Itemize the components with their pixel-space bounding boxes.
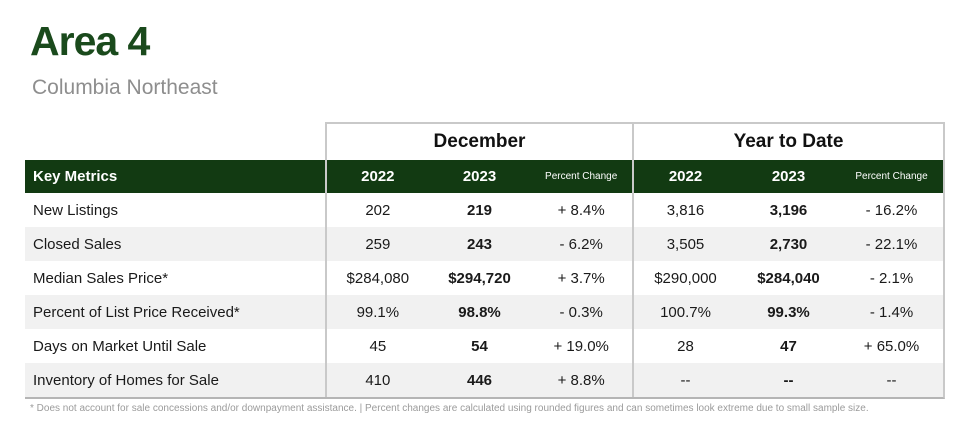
page-title: Area 4 [30, 18, 150, 64]
metric-label: Days on Market Until Sale [33, 337, 207, 355]
december-values: 99.1% 98.8% - 0.3% [325, 295, 632, 329]
table-row: Percent of List Price Received* 99.1% 98… [25, 295, 943, 329]
ytd-2022-value: 100.7% [660, 303, 711, 321]
ytd-percent-change-value: -- [886, 371, 897, 389]
dec-percent-change-header: Percent Change [545, 171, 618, 182]
dec-2023-value: 243 [466, 235, 493, 253]
ytd-values: 28 47 + 65.0% [632, 329, 943, 363]
ytd-2022-value: -- [680, 371, 691, 389]
dec-2022-value: 259 [365, 235, 391, 253]
december-label: December [433, 131, 526, 152]
ytd-2022-value: 3,505 [666, 235, 705, 253]
metric-label: Percent of List Price Received* [33, 303, 240, 321]
dec-2023-header: 2023 [462, 168, 497, 185]
ytd-values: -- -- -- [632, 363, 943, 397]
ytd-values: 3,505 2,730 - 22.1% [632, 227, 943, 261]
dec-percent-change-value: + 8.4% [557, 201, 605, 219]
dec-percent-change-value: - 0.3% [559, 303, 603, 321]
header-spacer [25, 122, 325, 160]
dec-2022-value: 202 [365, 201, 391, 219]
ytd-2023-value: 47 [780, 337, 797, 355]
dec-percent-change-value: + 3.7% [557, 269, 605, 287]
ytd-2022-value: $290,000 [654, 269, 717, 287]
dec-2022-value: 410 [365, 371, 391, 389]
ytd-percent-change-value: - 22.1% [865, 235, 918, 253]
dec-2023-value: 219 [466, 201, 493, 219]
table-row: Closed Sales 259 243 - 6.2% 3,505 2,730 … [25, 227, 943, 261]
ytd-column-headers: 2022 2023 Percent Change [632, 160, 943, 193]
ytd-2023-value: $284,040 [757, 269, 820, 287]
december-values: 45 54 + 19.0% [325, 329, 632, 363]
table-row: New Listings 202 219 + 8.4% 3,816 3,196 … [25, 193, 943, 227]
metric-label: Inventory of Homes for Sale [33, 371, 219, 389]
year-to-date-section-header: Year to Date [632, 122, 943, 160]
metric-label: New Listings [33, 201, 119, 219]
ytd-2022-header: 2022 [668, 168, 703, 185]
ytd-percent-change-header: Percent Change [855, 171, 928, 182]
ytd-percent-change-value: - 2.1% [869, 269, 914, 287]
december-section-header: December [325, 122, 632, 160]
table-row: Days on Market Until Sale 45 54 + 19.0% … [25, 329, 943, 363]
ytd-2023-value: 99.3% [767, 303, 810, 321]
ytd-percent-change-value: + 65.0% [863, 337, 920, 355]
ytd-values: $290,000 $284,040 - 2.1% [632, 261, 943, 295]
table-row: Median Sales Price* $284,080 $294,720 + … [25, 261, 943, 295]
ytd-percent-change-value: - 1.4% [869, 303, 914, 321]
dec-2022-value: 45 [369, 337, 387, 355]
metric-label: Closed Sales [33, 235, 122, 253]
dec-2023-value: 446 [466, 371, 493, 389]
december-values: $284,080 $294,720 + 3.7% [325, 261, 632, 295]
ytd-2023-value: -- [783, 371, 794, 389]
ytd-2023-value: 2,730 [769, 235, 808, 253]
ytd-values: 3,816 3,196 - 16.2% [632, 193, 943, 227]
dec-percent-change-value: + 8.8% [557, 371, 605, 389]
dec-2022-value: $284,080 [346, 269, 410, 287]
dec-2022-value: 99.1% [356, 303, 400, 321]
december-values: 410 446 + 8.8% [325, 363, 632, 397]
metric-label: Median Sales Price* [33, 269, 169, 287]
dec-2023-value: 98.8% [458, 303, 501, 321]
column-header-row: Key Metrics 2022 2023 Percent Change 202… [25, 160, 943, 193]
table-row: Inventory of Homes for Sale 410 446 + 8.… [25, 363, 943, 397]
ytd-2023-value: 3,196 [769, 201, 808, 219]
page-subtitle: Columbia Northeast [32, 76, 218, 99]
key-metrics-label: Key Metrics [25, 160, 325, 193]
december-column-headers: 2022 2023 Percent Change [325, 160, 632, 193]
december-values: 259 243 - 6.2% [325, 227, 632, 261]
ytd-2023-header: 2023 [771, 168, 806, 185]
ytd-2022-value: 3,816 [666, 201, 705, 219]
dec-percent-change-value: + 19.0% [553, 337, 609, 355]
ytd-values: 100.7% 99.3% - 1.4% [632, 295, 943, 329]
dec-2022-header: 2022 [361, 168, 395, 185]
footnote: * Does not account for sale concessions … [30, 403, 869, 414]
year-to-date-label: Year to Date [733, 131, 844, 152]
ytd-percent-change-value: - 16.2% [865, 201, 918, 219]
dec-2023-value: 54 [471, 337, 488, 355]
dec-2023-value: $294,720 [448, 269, 511, 287]
section-header-row: December Year to Date [25, 122, 943, 160]
dec-percent-change-value: - 6.2% [559, 235, 603, 253]
key-metrics-table: December Year to Date Key Metrics 2022 2… [25, 122, 945, 399]
ytd-2022-value: 28 [677, 337, 694, 355]
december-values: 202 219 + 8.4% [325, 193, 632, 227]
